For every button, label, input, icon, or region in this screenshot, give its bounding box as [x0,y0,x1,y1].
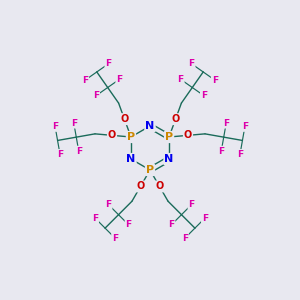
Text: F: F [182,234,188,243]
Text: P: P [165,132,173,142]
Text: F: F [201,91,207,100]
Text: F: F [52,122,58,131]
Text: F: F [105,200,112,209]
Text: F: F [242,122,248,131]
Text: F: F [57,150,63,159]
Text: N: N [146,121,154,131]
Text: O: O [108,130,116,140]
Text: F: F [188,59,195,68]
Text: F: F [237,150,243,159]
Text: F: F [212,76,218,85]
Text: F: F [218,147,224,156]
Text: F: F [71,118,77,127]
Text: F: F [168,220,175,229]
Text: F: F [116,75,122,84]
Text: F: F [125,220,132,229]
Text: N: N [164,154,174,164]
Text: N: N [126,154,136,164]
Text: O: O [184,130,192,140]
Text: F: F [92,214,98,223]
Text: F: F [188,200,195,209]
Text: O: O [155,182,164,191]
Text: F: F [112,234,118,243]
Text: F: F [223,118,229,127]
Text: F: F [178,75,184,84]
Text: O: O [136,182,145,191]
Text: F: F [82,76,88,85]
Text: F: F [93,91,99,100]
Text: F: F [76,147,82,156]
Text: O: O [171,114,180,124]
Text: O: O [120,114,129,124]
Text: P: P [146,165,154,175]
Text: F: F [105,59,112,68]
Text: F: F [202,214,208,223]
Text: P: P [127,132,135,142]
